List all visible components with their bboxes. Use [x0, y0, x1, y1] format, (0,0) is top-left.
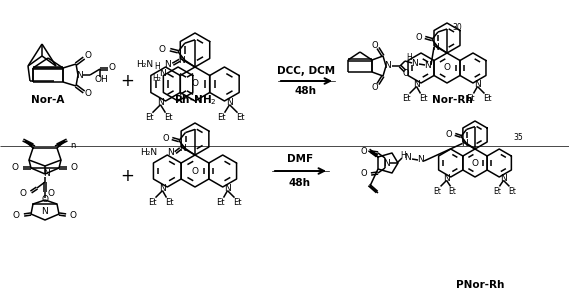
Text: Et: Et — [236, 113, 245, 122]
Text: Et: Et — [448, 187, 456, 196]
Text: Nor-Rh: Nor-Rh — [432, 95, 472, 105]
Text: n: n — [71, 141, 76, 150]
Text: O: O — [159, 45, 166, 54]
Text: N: N — [413, 80, 420, 89]
Text: 30: 30 — [452, 24, 462, 33]
Text: Et: Et — [149, 198, 156, 207]
Text: O: O — [20, 189, 27, 198]
Text: H: H — [406, 54, 412, 63]
Text: N: N — [157, 98, 164, 107]
Text: Nor-A: Nor-A — [31, 95, 65, 105]
Text: H: H — [400, 150, 406, 159]
Text: Et: Et — [434, 187, 442, 196]
Text: DCC, DCM: DCC, DCM — [277, 66, 335, 76]
Text: PNor-Rh: PNor-Rh — [456, 280, 504, 290]
Text: O: O — [446, 130, 452, 139]
Text: O: O — [192, 166, 199, 175]
Text: N: N — [44, 168, 51, 178]
Text: Et: Et — [483, 94, 492, 103]
Text: Et: Et — [419, 94, 428, 103]
Text: N: N — [385, 61, 391, 70]
Text: OH: OH — [94, 75, 108, 84]
Text: Et: Et — [493, 187, 501, 196]
Text: 48h: 48h — [289, 178, 311, 188]
Text: Rh-NH$_2$: Rh-NH$_2$ — [174, 93, 216, 107]
Text: N: N — [179, 56, 185, 65]
Text: N: N — [500, 174, 507, 183]
Text: O: O — [443, 63, 451, 72]
Text: Et: Et — [217, 113, 226, 122]
Text: O: O — [12, 162, 19, 171]
Text: H₂N: H₂N — [135, 60, 153, 69]
Text: N: N — [159, 184, 166, 193]
Text: N: N — [432, 42, 439, 52]
Text: N: N — [443, 174, 450, 183]
Text: O: O — [360, 148, 367, 157]
Text: N: N — [42, 207, 48, 217]
Text: O: O — [360, 169, 367, 178]
Text: +: + — [120, 167, 134, 185]
Text: 48h: 48h — [295, 86, 317, 96]
Text: N: N — [474, 80, 481, 89]
Text: DMF: DMF — [287, 154, 313, 164]
Text: Et: Et — [145, 113, 154, 122]
Text: O: O — [162, 134, 169, 143]
Text: O: O — [42, 196, 48, 205]
Text: O: O — [372, 83, 378, 91]
Text: N: N — [224, 184, 231, 193]
Text: N: N — [384, 159, 390, 168]
Text: N: N — [461, 139, 468, 148]
Text: Et: Et — [164, 113, 173, 122]
Text: N: N — [179, 144, 185, 153]
Text: H: H — [154, 62, 160, 71]
Text: O: O — [70, 210, 77, 219]
Text: N: N — [411, 58, 418, 68]
Text: N: N — [77, 70, 84, 79]
Text: O: O — [109, 63, 116, 72]
Text: Et: Et — [165, 198, 174, 207]
Text: O: O — [85, 52, 92, 61]
Text: N: N — [418, 155, 424, 164]
Text: N: N — [226, 98, 233, 107]
Text: Et: Et — [402, 94, 411, 103]
Text: O: O — [13, 210, 20, 219]
Text: N: N — [164, 60, 171, 69]
Text: O: O — [48, 189, 55, 198]
Text: O: O — [85, 90, 92, 98]
Text: H₂N: H₂N — [141, 148, 158, 157]
Text: Et: Et — [233, 198, 242, 207]
Text: O: O — [415, 33, 422, 42]
Text: Et: Et — [509, 187, 517, 196]
Text: N: N — [424, 61, 431, 70]
Text: O: O — [472, 159, 479, 168]
Text: N: N — [159, 69, 166, 78]
Text: 35: 35 — [513, 132, 523, 141]
Text: Et: Et — [216, 198, 225, 207]
Text: O: O — [403, 70, 409, 79]
Text: H₂: H₂ — [152, 74, 161, 83]
Text: O: O — [372, 40, 378, 49]
Text: N: N — [167, 148, 174, 157]
Text: O: O — [71, 162, 78, 171]
Text: Et: Et — [466, 94, 475, 103]
Text: N: N — [405, 153, 411, 162]
Text: +: + — [120, 72, 134, 90]
Text: O: O — [192, 79, 199, 88]
